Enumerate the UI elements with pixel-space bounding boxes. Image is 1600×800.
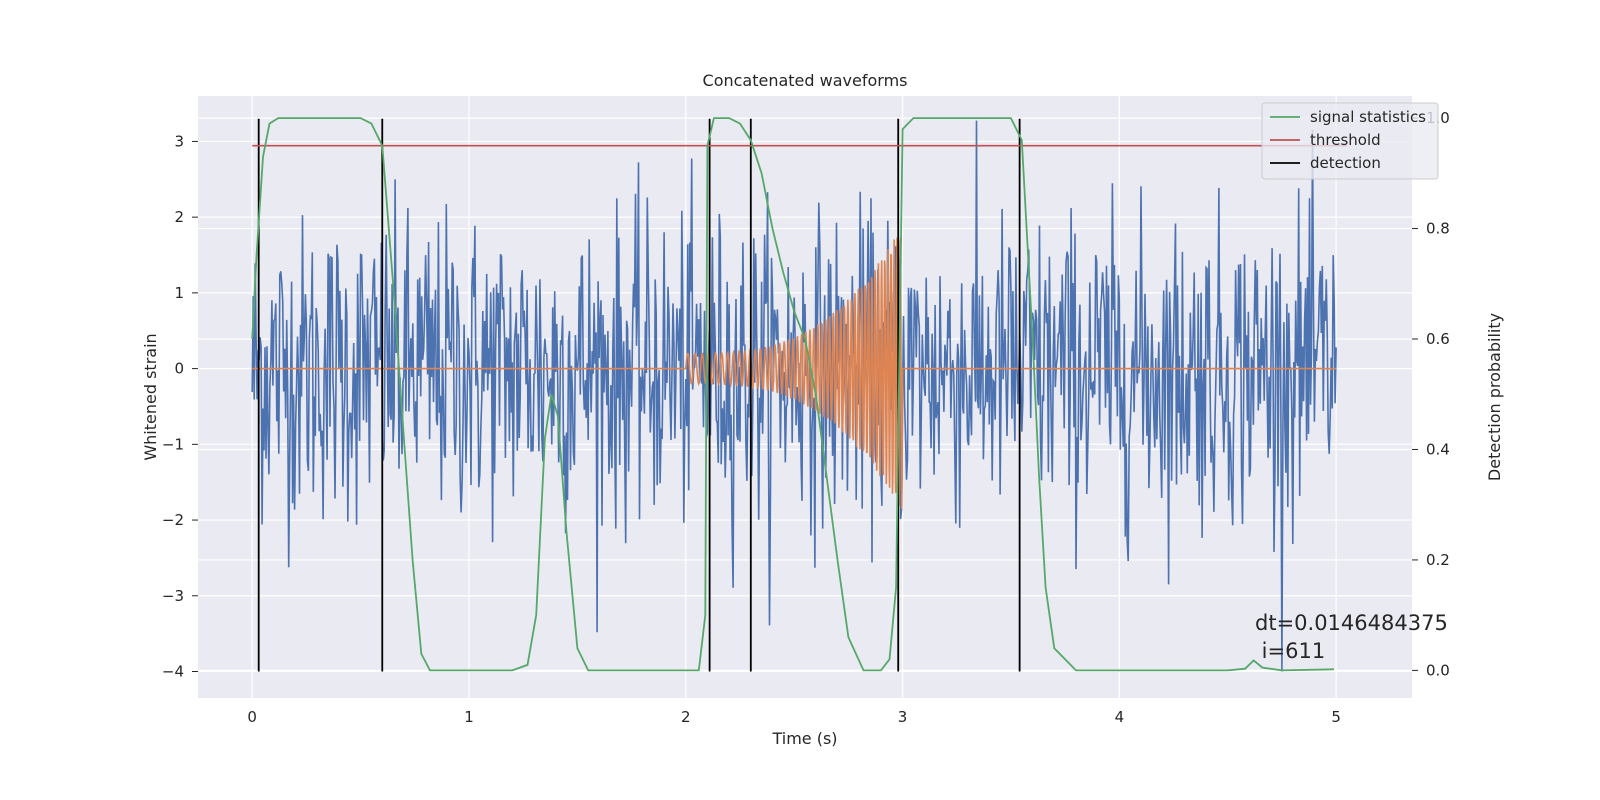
annotation: dt=0.0146484375 i=611 <box>1255 611 1448 663</box>
y-tick-label: −3 <box>162 587 184 605</box>
x-tick-label: 4 <box>1115 708 1125 726</box>
annotation-line: i=611 <box>1255 639 1325 663</box>
series-signal-statistics <box>251 117 1335 672</box>
x-tick-label: 1 <box>464 708 474 726</box>
y-tick-label: −4 <box>162 662 184 680</box>
series-injected-chirp <box>252 237 1337 510</box>
y-tick-label: −2 <box>162 511 184 529</box>
series-layer <box>251 117 1347 672</box>
legend: signal statistics threshold detection <box>1261 102 1439 180</box>
grid <box>198 96 1412 698</box>
x-tick-label: 0 <box>247 708 257 726</box>
y-axis-right-label: Detection probability <box>1485 313 1504 481</box>
x-axis-label: Time (s) <box>771 729 837 748</box>
x-tick-label: 5 <box>1331 708 1341 726</box>
y-axis-label: Whitened strain <box>141 333 160 460</box>
y-tick-label: −1 <box>162 435 184 453</box>
legend-box <box>1261 102 1439 180</box>
y-right-tick-label: 0.0 <box>1426 661 1450 679</box>
y-right-tick-label: 0.4 <box>1426 440 1450 458</box>
y-tick-label: 2 <box>174 208 184 226</box>
legend-label-threshold: threshold <box>1310 131 1381 149</box>
legend-label-signal-statistics: signal statistics <box>1310 108 1426 126</box>
y-right-tick-label: 0.2 <box>1426 551 1450 569</box>
y-right-tick-label: 0.6 <box>1426 330 1450 348</box>
y-tick-label: 3 <box>174 132 184 150</box>
legend-label-detection: detection <box>1310 154 1381 172</box>
x-tick-label: 3 <box>898 708 908 726</box>
series-whitened-strain <box>251 120 1337 672</box>
y-right-tick-label: 0.8 <box>1426 220 1450 238</box>
annotation-line: dt=0.0146484375 <box>1255 611 1448 635</box>
y-tick-label: 1 <box>174 284 184 302</box>
x-tick-label: 2 <box>681 708 691 726</box>
y-tick-label: 0 <box>174 360 184 378</box>
chart-title: Concatenated waveforms <box>703 71 908 90</box>
